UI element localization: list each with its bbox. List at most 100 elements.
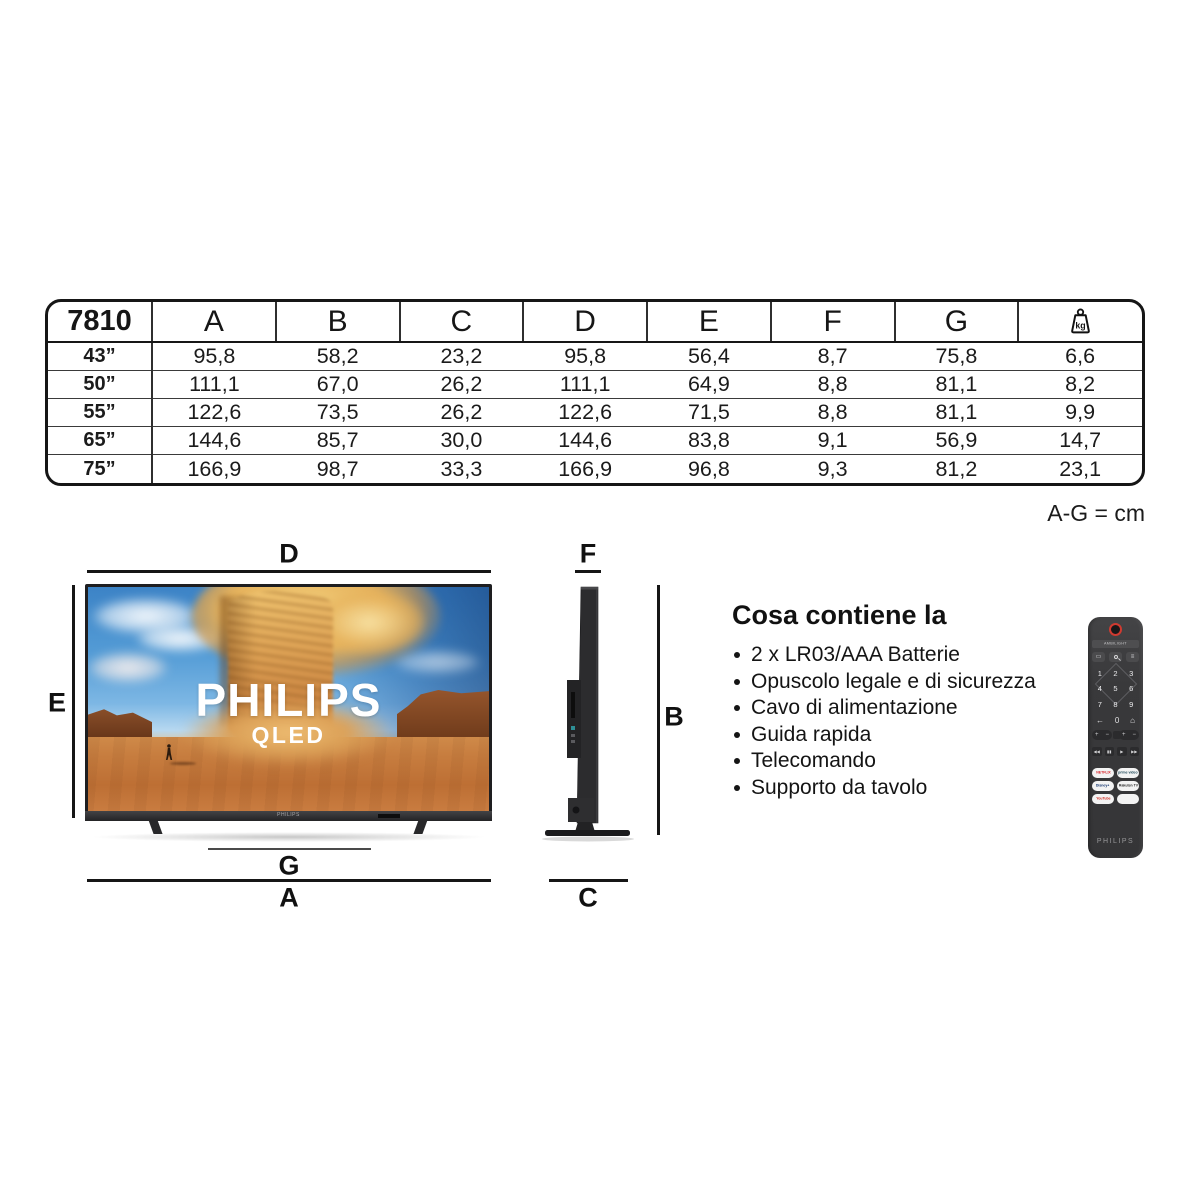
box-content-item: Opuscolo legale e di sicurezza <box>732 669 1072 696</box>
dim-label-c: C <box>578 882 598 913</box>
ir-sensor <box>378 814 401 818</box>
dim-label-e: E <box>47 687 67 718</box>
box-content-item: 2 x LR03/AAA Batterie <box>732 642 1072 669</box>
dim-label-g: G <box>278 850 300 881</box>
box-content-item: Cavo di alimentazione <box>732 695 1072 722</box>
spec-value-cell: 9,1 <box>770 426 895 455</box>
spec-value-cell: 56,4 <box>687 343 730 368</box>
spec-value-cell: 71,5 <box>647 397 771 427</box>
remote-digit-7: 7 <box>1097 699 1102 709</box>
dim-label-a: A <box>279 882 299 913</box>
spec-value-cell: 96,8 <box>647 454 771 483</box>
remote-app-netflix: NETFLIX <box>1092 768 1114 778</box>
spec-value-cell: 14,7 <box>1018 426 1142 455</box>
remote-top-buttons: ▭ ≡ <box>1092 652 1139 662</box>
box-content-item: Supporto da tavolo <box>732 775 1072 802</box>
tv-screen: PHILIPS QLED <box>88 587 489 811</box>
spec-size-cell: 65” <box>48 426 153 455</box>
spec-value-cell: 26,2 <box>399 369 524 399</box>
bottom-bezel: PHILIPS <box>85 811 492 821</box>
search-icon <box>1113 655 1118 659</box>
tv-front-view: PHILIPS QLED PHILIPS <box>85 584 492 821</box>
remote-digit-9: 9 <box>1129 699 1134 709</box>
ambilight-label: AMBILIGHT <box>1104 642 1127 646</box>
home-icon: ⌂ <box>1130 715 1135 725</box>
dim-line-d <box>87 570 491 573</box>
remote-app-youtube: YouTube <box>1092 794 1114 804</box>
spec-value-cell: 67,0 <box>275 369 400 399</box>
remote-app-rakuten-tv: Rakuten TV <box>1117 781 1139 791</box>
box-contents-list: 2 x LR03/AAA Batterie Opuscolo legale e d… <box>732 642 1072 802</box>
spec-value-cell: 64,9 <box>647 369 771 399</box>
remote-digit-6: 6 <box>1129 684 1134 694</box>
spec-table-body: 43” 95,8 58,2 23,2 95,8 56,4 8,7 75,8 6,6 50” 1… <box>48 342 1142 483</box>
model-number: 7810 <box>48 302 152 343</box>
spec-value-cell: 122,6 <box>523 397 647 427</box>
dim-line-c <box>549 879 628 882</box>
unit-note: A-G = cm <box>1047 500 1145 526</box>
spec-size-cell: 55” <box>48 397 153 427</box>
spec-value-cell: 81,2 <box>894 454 1019 483</box>
cloud <box>88 651 169 684</box>
dim-line-b <box>657 585 660 835</box>
remote-digit-5: 5 <box>1113 684 1118 694</box>
spec-value-cell: 85,7 <box>275 426 400 455</box>
spec-column-header-d: D <box>522 302 647 343</box>
spec-value-cell: 33,3 <box>399 454 524 483</box>
spec-table-row: 75” 166,9 98,7 33,3 166,9 96,8 9,3 81,2 23,1 <box>48 454 1142 483</box>
spec-size-cell: 43” <box>48 342 153 371</box>
remote-control: AMBILIGHT ▭ ≡ 1 2 3 4 5 6 7 8 9 ← 0 ⌂ + − <box>1088 617 1143 858</box>
spec-value-cell: 95,8 <box>564 343 607 368</box>
weight-header: kg <box>1017 302 1142 343</box>
person-silhouette <box>166 743 173 760</box>
spec-value-cell: 111,1 <box>523 369 647 399</box>
spec-value-cell: 8,8 <box>770 397 895 427</box>
dim-label-b: B <box>664 701 684 732</box>
play-icon: ▶ <box>1117 747 1127 756</box>
mute-button <box>1113 731 1121 739</box>
box-content-item: Telecomando <box>732 748 1072 775</box>
spec-value-cell: 8,7 <box>817 343 848 368</box>
person-shadow <box>170 762 197 766</box>
spec-value-cell: 23,2 <box>440 343 483 368</box>
spec-value-cell: 26,2 <box>399 397 524 427</box>
spec-value-cell: 83,8 <box>647 426 771 455</box>
dim-line-e <box>72 585 75 818</box>
remote-app-prime-video: prime video <box>1117 768 1139 778</box>
remote-app-disney-: Disney+ <box>1092 781 1114 791</box>
remote-digit-2: 2 <box>1113 669 1118 679</box>
spec-value-cell: 23,1 <box>1018 454 1142 483</box>
volume-rocker: + − <box>1092 730 1112 740</box>
forward-icon: ▶▶ <box>1129 747 1139 756</box>
spec-table-row: 65” 144,6 85,7 30,0 144,6 83,8 9,1 56,9 14,7 <box>48 426 1142 455</box>
spec-column-header-f: F <box>769 302 895 343</box>
app-label: NETFLIX <box>1095 771 1111 775</box>
box-contents-section: Cosa contiene la 2 x LR03/AAA Batterie Op… <box>732 600 1072 802</box>
ambilight-button: AMBILIGHT <box>1092 640 1139 648</box>
desert-ground <box>88 737 489 811</box>
volume-down-icon: − <box>1105 732 1109 738</box>
spec-value-cell: 8,8 <box>770 369 895 399</box>
remote-app-buttons: NETFLIX prime video Disney+ Rakuten TV YouTu… <box>1092 768 1139 804</box>
pause-icon: ▮▮ <box>1104 747 1114 756</box>
channel-up-icon: + <box>1122 732 1126 738</box>
power-button-icon <box>1109 623 1122 636</box>
spec-column-header-b: B <box>274 302 400 343</box>
source-button: ▭ <box>1092 652 1105 662</box>
remote-brand-logo: PHILIPS <box>1096 838 1135 845</box>
tv-shadow <box>90 832 488 842</box>
spec-value-cell: 8,2 <box>1018 369 1142 399</box>
spec-value-cell: 56,9 <box>894 426 1019 455</box>
dust-burst <box>184 699 393 767</box>
remote-app-blank <box>1117 794 1139 804</box>
remote-digit-grid: 1 2 3 4 5 6 7 8 9 <box>1092 666 1139 712</box>
remote-digit-3: 3 <box>1129 669 1134 679</box>
menu-icon: ≡ <box>1130 654 1135 660</box>
spec-table-row: 43” 95,8 58,2 23,2 95,8 56,4 8,7 75,8 6,6 <box>48 342 1142 371</box>
box-contents-heading: Cosa contiene la <box>732 600 947 630</box>
tv-side-view <box>542 586 634 842</box>
spec-value-cell: 9,9 <box>1018 397 1142 427</box>
spec-value-cell: 122,6 <box>152 397 276 427</box>
